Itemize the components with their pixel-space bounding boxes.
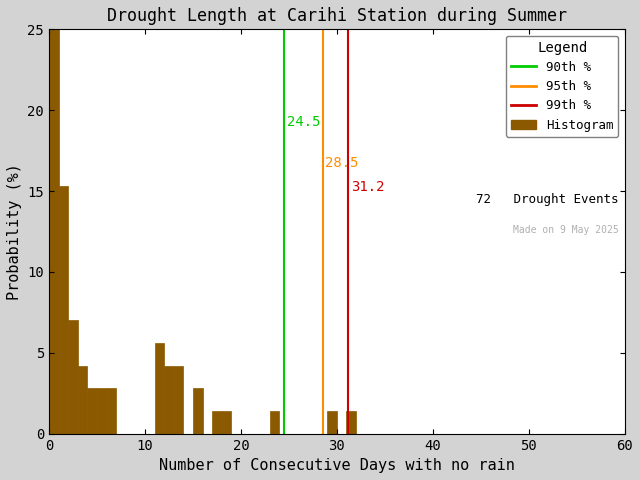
Bar (174, 366, 184, 433)
Bar (222, 411, 232, 433)
Legend: 90th %, 95th %, 99th %, Histogram: 90th %, 95th %, 99th %, Histogram (506, 36, 618, 136)
Bar (59, 186, 68, 433)
Text: 31.2: 31.2 (351, 180, 385, 194)
X-axis label: Number of Consecutive Days with no rain: Number of Consecutive Days with no rain (159, 458, 515, 473)
Text: 24.5: 24.5 (287, 115, 321, 129)
Bar (346, 411, 356, 433)
Y-axis label: Probability (%): Probability (%) (7, 163, 22, 300)
Text: Made on 9 May 2025: Made on 9 May 2025 (513, 226, 619, 235)
Bar (212, 411, 222, 433)
Title: Drought Length at Carihi Station during Summer: Drought Length at Carihi Station during … (107, 7, 567, 25)
Bar (327, 411, 337, 433)
Bar (88, 388, 97, 433)
Bar (78, 366, 88, 433)
Bar (193, 388, 203, 433)
Bar (107, 388, 116, 433)
Text: 28.5: 28.5 (325, 156, 359, 170)
Bar (68, 321, 78, 433)
Bar (155, 343, 164, 433)
Bar (49, 29, 59, 433)
Bar (269, 411, 279, 433)
Text: 72   Drought Events: 72 Drought Events (476, 193, 619, 206)
Bar (164, 366, 174, 433)
Bar (97, 388, 107, 433)
